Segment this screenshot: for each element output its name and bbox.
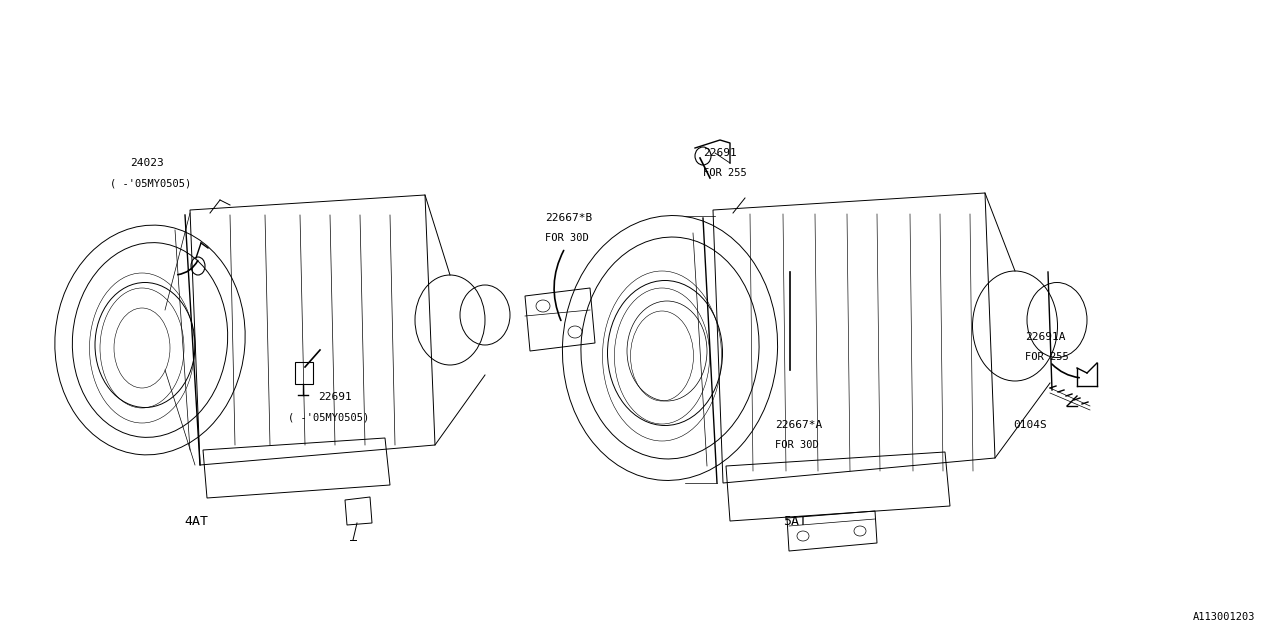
Text: ( -'05MY0505): ( -'05MY0505) <box>288 412 369 422</box>
Text: 24023: 24023 <box>131 158 164 168</box>
Text: 22667*B: 22667*B <box>545 213 593 223</box>
Text: A113001203: A113001203 <box>1193 612 1254 622</box>
Text: 0104S: 0104S <box>1012 420 1047 430</box>
Text: FOR 30D: FOR 30D <box>545 233 589 243</box>
Text: FOR 30D: FOR 30D <box>774 440 819 450</box>
Text: FOR 255: FOR 255 <box>703 168 746 178</box>
Text: 22691A: 22691A <box>1025 332 1065 342</box>
Text: 5AT: 5AT <box>783 515 806 528</box>
Text: 4AT: 4AT <box>184 515 207 528</box>
Text: 22691: 22691 <box>703 148 737 158</box>
Text: FOR 255: FOR 255 <box>1025 352 1069 362</box>
Text: ( -'05MY0505): ( -'05MY0505) <box>110 178 191 188</box>
Text: 22691: 22691 <box>317 392 352 402</box>
Bar <box>294 362 314 384</box>
Text: 22667*A: 22667*A <box>774 420 822 430</box>
